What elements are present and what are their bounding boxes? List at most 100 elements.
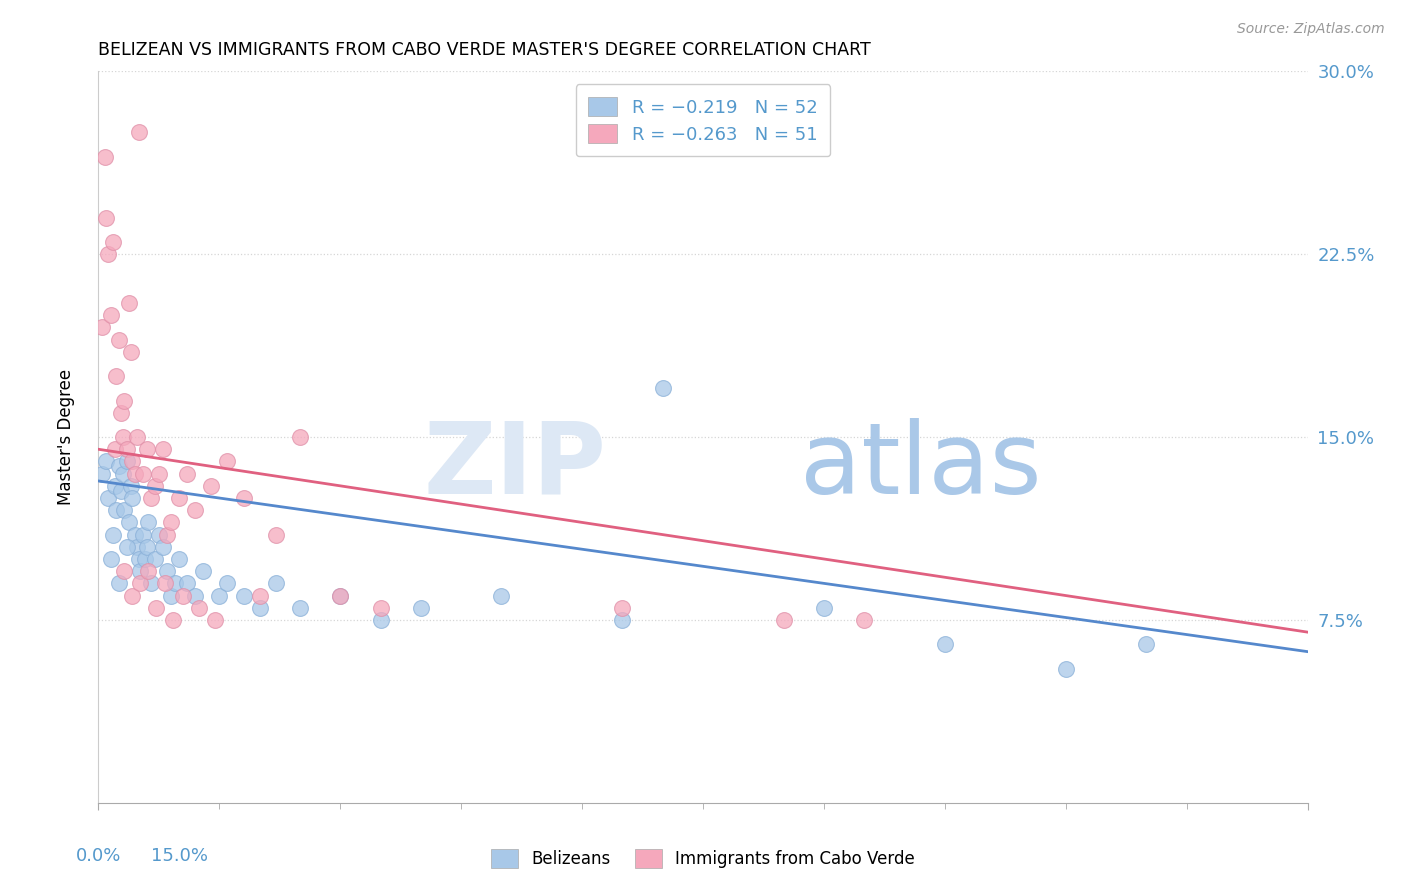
Point — [121, 491, 143, 505]
Point — [97, 247, 120, 261]
Point — [91, 320, 114, 334]
Point — [813, 600, 835, 615]
Point — [143, 479, 166, 493]
Point — [120, 479, 142, 493]
Point — [772, 613, 794, 627]
Point — [107, 459, 129, 474]
Point — [110, 483, 132, 498]
Point — [110, 406, 132, 420]
Text: atlas: atlas — [800, 417, 1042, 515]
Text: 0.0%: 0.0% — [76, 847, 121, 864]
Point — [135, 442, 157, 457]
Point — [148, 527, 170, 541]
Point — [100, 308, 122, 322]
Point — [107, 333, 129, 347]
Point — [193, 564, 215, 578]
Point — [167, 552, 190, 566]
Text: 15.0%: 15.0% — [150, 847, 208, 864]
Point — [107, 576, 129, 591]
Point — [264, 527, 287, 541]
Point — [176, 467, 198, 481]
Point — [160, 516, 183, 530]
Point — [152, 442, 174, 457]
Point — [101, 527, 124, 541]
Point — [103, 442, 125, 457]
Point — [409, 600, 432, 615]
Point — [200, 479, 222, 493]
Point — [105, 503, 128, 517]
Point — [370, 600, 392, 615]
Point — [152, 540, 174, 554]
Point — [115, 454, 138, 468]
Point — [160, 589, 183, 603]
Y-axis label: Master's Degree: Master's Degree — [56, 369, 75, 505]
Point — [232, 491, 254, 505]
Point — [127, 540, 149, 554]
Point — [156, 564, 179, 578]
Point — [217, 576, 239, 591]
Point — [115, 442, 138, 457]
Point — [143, 552, 166, 566]
Point — [111, 430, 134, 444]
Point — [370, 613, 392, 627]
Point — [249, 600, 271, 615]
Point — [127, 430, 149, 444]
Point — [112, 503, 135, 517]
Point — [124, 527, 146, 541]
Point — [172, 589, 194, 603]
Point — [145, 600, 167, 615]
Point — [288, 430, 311, 444]
Point — [135, 540, 157, 554]
Point — [118, 516, 141, 530]
Point — [120, 344, 142, 359]
Point — [204, 613, 226, 627]
Point — [111, 467, 134, 481]
Point — [184, 503, 207, 517]
Point — [217, 454, 239, 468]
Point — [853, 613, 876, 627]
Point — [163, 576, 186, 591]
Point — [139, 576, 162, 591]
Point — [249, 589, 271, 603]
Point — [934, 637, 956, 651]
Point — [612, 613, 634, 627]
Point — [153, 576, 176, 591]
Point — [167, 491, 190, 505]
Point — [612, 600, 634, 615]
Point — [208, 589, 231, 603]
Point — [1054, 662, 1077, 676]
Point — [134, 552, 156, 566]
Text: ZIP: ZIP — [423, 417, 606, 515]
Point — [184, 589, 207, 603]
Point — [96, 454, 118, 468]
Point — [156, 527, 179, 541]
Text: BELIZEAN VS IMMIGRANTS FROM CABO VERDE MASTER'S DEGREE CORRELATION CHART: BELIZEAN VS IMMIGRANTS FROM CABO VERDE M… — [98, 41, 872, 59]
Point — [94, 150, 117, 164]
Point — [129, 576, 152, 591]
Point — [651, 381, 673, 395]
Point — [162, 613, 184, 627]
Text: Source: ZipAtlas.com: Source: ZipAtlas.com — [1237, 22, 1385, 37]
Point — [176, 576, 198, 591]
Point — [105, 369, 128, 384]
Point — [132, 527, 155, 541]
Point — [139, 491, 162, 505]
Point — [103, 479, 125, 493]
Point — [129, 564, 152, 578]
Point — [138, 564, 160, 578]
Point — [188, 600, 211, 615]
Point — [121, 454, 143, 468]
Point — [96, 211, 118, 225]
Point — [128, 125, 150, 139]
Point — [1135, 637, 1157, 651]
Point — [101, 235, 124, 249]
Point — [329, 589, 352, 603]
Point — [112, 393, 135, 408]
Point — [264, 576, 287, 591]
Point — [115, 540, 138, 554]
Point — [91, 467, 114, 481]
Point — [118, 296, 141, 310]
Point — [128, 552, 150, 566]
Point — [329, 589, 352, 603]
Point — [124, 467, 146, 481]
